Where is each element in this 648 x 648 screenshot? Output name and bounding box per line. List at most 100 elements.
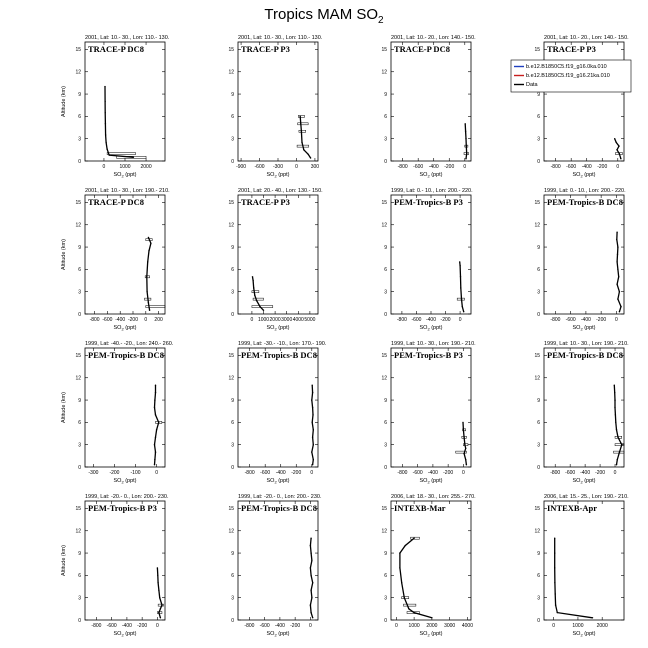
x-tick-label: -200 bbox=[444, 164, 454, 170]
data-point bbox=[616, 231, 618, 233]
plot-frame bbox=[237, 194, 319, 315]
x-tick-label: -400 bbox=[429, 164, 439, 170]
y-tick-label: 9 bbox=[78, 551, 81, 557]
data-point bbox=[616, 238, 618, 241]
data-point bbox=[301, 141, 303, 144]
x-tick-label: -900 bbox=[236, 164, 246, 170]
x-axis-label: SO2 (ppt) bbox=[572, 172, 595, 179]
x-tick-label: -400 bbox=[115, 317, 125, 323]
x-tick-label: 0 bbox=[156, 623, 159, 629]
y-tick-label: 6 bbox=[78, 114, 81, 120]
campaign-label: PEM-Tropics-B DC8 bbox=[241, 503, 317, 513]
profile-panel-9: 1999, Lat: -40.- -20., Lon: 240.- 260. 0 3… bbox=[61, 341, 174, 485]
x-axis-label: SO2 (ppt) bbox=[113, 172, 136, 179]
x-tick-label: -800 bbox=[397, 317, 407, 323]
data-point bbox=[154, 391, 157, 394]
x-tick-label: 2000 bbox=[270, 317, 281, 323]
y-tick-label: 12 bbox=[228, 529, 234, 535]
y-tick-label: 3 bbox=[537, 442, 540, 448]
data-point bbox=[613, 384, 615, 386]
y-tick-label: 0 bbox=[231, 312, 234, 318]
y-tick-label: 3 bbox=[231, 442, 234, 448]
data-point bbox=[554, 593, 556, 595]
y-tick-label: 0 bbox=[537, 312, 540, 318]
error-bar bbox=[251, 305, 274, 308]
data-point bbox=[150, 242, 152, 244]
x-tick-label: 4000 bbox=[293, 317, 304, 323]
data-point bbox=[146, 276, 148, 278]
data-point bbox=[404, 544, 406, 547]
data-point bbox=[618, 145, 620, 147]
plot-frame bbox=[84, 347, 166, 468]
data-point bbox=[621, 444, 623, 446]
campaign-label: PEM-Tropics-B DC8 bbox=[88, 350, 164, 360]
data-point bbox=[104, 112, 106, 114]
data-point bbox=[146, 291, 148, 293]
data-point bbox=[104, 134, 107, 136]
y-tick-label: 12 bbox=[75, 70, 81, 76]
data-point bbox=[147, 302, 150, 304]
data-point bbox=[459, 261, 461, 263]
campaign-label: TRACE-P P3 bbox=[241, 44, 290, 54]
legend-label: Data bbox=[526, 82, 539, 88]
data-point bbox=[614, 399, 616, 401]
error-bar bbox=[145, 305, 166, 308]
x-tick-label: 0 bbox=[616, 164, 619, 170]
data-point bbox=[461, 305, 463, 308]
x-tick-label: -200 bbox=[443, 470, 453, 476]
figure-title: Tropics MAM SO2 bbox=[0, 6, 648, 26]
plot-frame bbox=[543, 194, 625, 315]
data-point bbox=[616, 261, 618, 263]
y-tick-label: 15 bbox=[381, 506, 387, 512]
x-tick-label: -600 bbox=[107, 623, 117, 629]
y-tick-label: 12 bbox=[228, 223, 234, 229]
x-tick-label: -400 bbox=[276, 470, 286, 476]
data-point bbox=[616, 149, 618, 151]
y-tick-label: 9 bbox=[231, 92, 234, 98]
y-tick-label: 6 bbox=[384, 267, 387, 273]
y-tick-label: 0 bbox=[78, 312, 81, 318]
data-point bbox=[307, 153, 309, 155]
y-tick-label: 6 bbox=[537, 420, 540, 426]
x-tick-label: 0 bbox=[295, 164, 298, 170]
x-tick-label: -800 bbox=[397, 470, 407, 476]
y-tick-label: 6 bbox=[537, 114, 540, 120]
data-profile-line bbox=[616, 232, 622, 312]
data-point bbox=[159, 597, 161, 599]
x-tick-label: 0 bbox=[615, 317, 618, 323]
data-point bbox=[309, 544, 312, 547]
data-point bbox=[303, 149, 305, 151]
y-tick-label: 15 bbox=[75, 200, 81, 206]
error-bar bbox=[157, 603, 164, 607]
data-point bbox=[615, 421, 617, 424]
data-point bbox=[620, 158, 622, 160]
profile-panel-10: 1999, Lat: -30.- -10., Lon: 170.- 190. 0 3… bbox=[228, 341, 326, 485]
data-point bbox=[554, 552, 556, 554]
x-tick-label: -800 bbox=[398, 164, 408, 170]
x-tick-label: -300 bbox=[88, 470, 98, 476]
data-point bbox=[465, 447, 467, 450]
data-point bbox=[311, 451, 313, 453]
error-bar bbox=[455, 450, 467, 454]
x-tick-label: 200 bbox=[154, 317, 163, 323]
panel-caption: 2006, Lat: 18.- 30., Lon: 255.- 270. bbox=[391, 494, 476, 500]
y-tick-label: 15 bbox=[534, 506, 540, 512]
error-bar bbox=[252, 297, 264, 301]
panel-caption: 2001, Lat: 20.- 40., Lon: 130.- 150. bbox=[238, 188, 323, 194]
data-point bbox=[311, 399, 313, 401]
data-point bbox=[104, 85, 106, 88]
x-axis-label: SO2 (ppt) bbox=[266, 172, 289, 179]
y-axis-label: Altitude (km) bbox=[61, 86, 67, 117]
x-tick-label: -800 bbox=[244, 623, 254, 629]
x-axis-label: SO2 (ppt) bbox=[266, 325, 289, 332]
legend: b.e12.B1850C5.f19_g16.0ka.010 b.e12.B1850… bbox=[510, 59, 632, 93]
plot-frame bbox=[84, 194, 166, 315]
data-point bbox=[104, 123, 107, 125]
x-tick-label: 2000 bbox=[597, 623, 608, 629]
data-point bbox=[311, 559, 313, 562]
legend-label: b.e12.B1850C5.f19_g16.0ka.010 bbox=[526, 64, 607, 70]
data-profile-line bbox=[462, 422, 468, 465]
x-tick-label: 0 bbox=[155, 470, 158, 476]
x-tick-label: 0 bbox=[251, 317, 254, 323]
y-tick-label: 0 bbox=[537, 618, 540, 624]
